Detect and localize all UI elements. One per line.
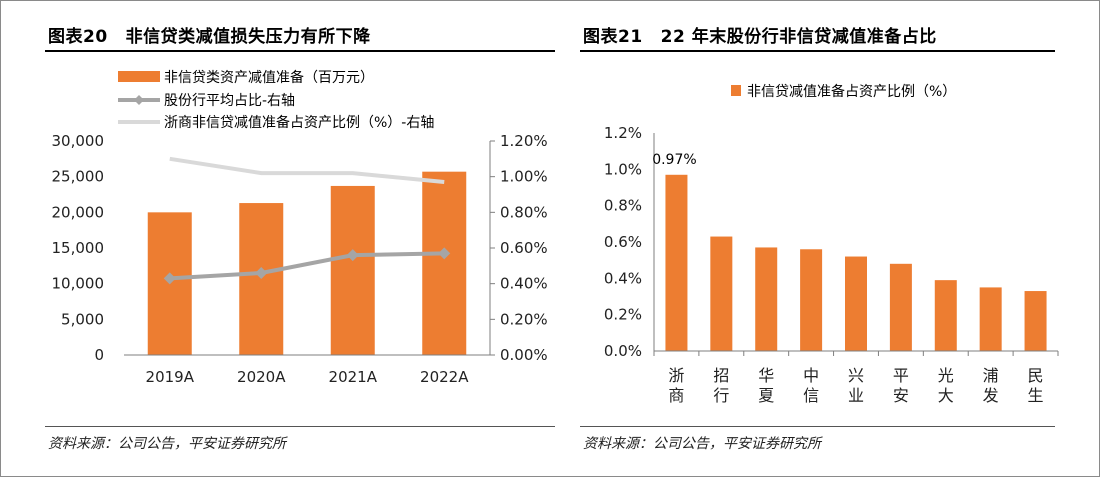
y-tick-label: 1.0%	[604, 160, 642, 178]
left-source-rule	[45, 426, 555, 427]
bar-招行	[710, 236, 733, 351]
legend-marker-avg	[134, 95, 144, 105]
y-left-tick-label: 20,000	[52, 203, 105, 221]
y-tick-label: 0.0%	[604, 342, 642, 360]
bar-平安	[889, 263, 912, 351]
y-right-tick-label: 0.00%	[500, 346, 548, 364]
left-panel-title: 图表20 非信贷类减值损失压力有所下降	[48, 22, 371, 47]
x-tick-label: 2019A	[146, 368, 195, 386]
legend-label-zheshang: 浙商非信贷减值准备占资产比例（%）-右轴	[164, 114, 434, 131]
data-label-first: 0.97%	[652, 152, 696, 168]
x-tick-label-浦发: 浦发	[983, 366, 999, 405]
bar-浦发	[979, 287, 1002, 351]
y-left-tick-label: 25,000	[52, 168, 105, 186]
y-left-tick-label: 5,000	[61, 310, 104, 328]
right-panel-title: 图表21 22 年末股份行非信贷减值准备占比	[583, 22, 937, 47]
x-tick-label-招行: 招行	[713, 366, 729, 405]
avg-marker-2019A	[163, 272, 176, 285]
x-tick-label-中信: 中信	[803, 366, 819, 405]
right-source-rule	[580, 426, 1055, 427]
x-tick-label-光大: 光大	[938, 366, 954, 405]
y-tick-label: 0.2%	[604, 306, 642, 324]
right-panel-title-number: 图表21	[583, 27, 643, 47]
left-title-rule	[45, 50, 555, 52]
legend-swatch	[731, 85, 741, 96]
left-panel-title-text: 非信贷类减值损失压力有所下降	[125, 27, 371, 47]
bar-兴业	[845, 256, 867, 351]
left-source-note: 资料来源：公司公告，平安证券研究所	[48, 436, 286, 452]
x-tick-label-华夏: 华夏	[758, 366, 774, 405]
x-tick-label-浙商: 浙商	[668, 366, 684, 405]
y-left-tick-label: 0	[94, 346, 104, 364]
y-right-tick-label: 1.20%	[500, 132, 548, 150]
y-left-tick-label: 15,000	[52, 239, 105, 257]
y-right-tick-label: 0.40%	[500, 275, 548, 293]
x-tick-label-兴业: 兴业	[848, 366, 864, 405]
bar-浙商	[665, 174, 688, 351]
bar-华夏	[755, 247, 778, 351]
bar-中信	[800, 249, 823, 351]
right-title-rule	[580, 50, 1055, 52]
bar-2022A	[422, 171, 467, 355]
left-chart: 非信贷类资产减值准备（百万元） 股份行平均占比-右轴浙商非信贷减值准备占资产比例（…	[52, 69, 548, 386]
left-panel-title-number: 图表20	[48, 27, 108, 47]
legend-label-avg: 股份行平均占比-右轴	[164, 93, 295, 109]
legend-label-bar: 非信贷类资产减值准备（百万元）	[164, 69, 374, 86]
x-tick-label-民生: 民生	[1028, 366, 1044, 405]
y-right-tick-label: 0.60%	[500, 239, 548, 257]
y-right-tick-label: 0.80%	[500, 203, 548, 221]
right-source-note: 资料来源：公司公告，平安证券研究所	[583, 436, 821, 452]
bar-2021A	[330, 185, 375, 355]
y-tick-label: 1.2%	[604, 124, 642, 142]
y-right-tick-label: 1.00%	[500, 168, 548, 186]
legend-label: 非信贷减值准备占资产比例（%）	[747, 83, 956, 100]
legend-swatch-bar	[118, 71, 160, 82]
y-left-tick-label: 10,000	[52, 275, 105, 293]
avg-marker-2020A	[255, 266, 268, 279]
x-tick-label: 2022A	[420, 368, 469, 386]
right-panel-title-text: 22 年末股份行非信贷减值准备占比	[660, 27, 937, 47]
x-tick-label-平安: 平安	[893, 366, 909, 405]
x-tick-label: 2020A	[237, 368, 286, 386]
y-tick-label: 0.6%	[604, 233, 642, 251]
y-tick-label: 0.4%	[604, 269, 642, 287]
series-line-avg	[169, 251, 445, 281]
bar-2020A	[239, 203, 284, 355]
avg-marker-2021A	[346, 249, 359, 262]
bar-光大	[934, 280, 957, 351]
y-left-tick-label: 30,000	[52, 132, 105, 150]
y-tick-label: 0.8%	[604, 197, 642, 215]
avg-marker-2022A	[438, 247, 451, 260]
bar-民生	[1024, 291, 1047, 351]
right-chart: 非信贷减值准备占资产比例（%） 1.2% 1.0% 0.8% 0.6% 0.4% 0.2% 0…	[604, 83, 1059, 405]
series-line-zheshang	[169, 156, 445, 185]
x-tick-label: 2021A	[329, 368, 378, 386]
y-right-tick-label: 0.20%	[500, 310, 548, 328]
